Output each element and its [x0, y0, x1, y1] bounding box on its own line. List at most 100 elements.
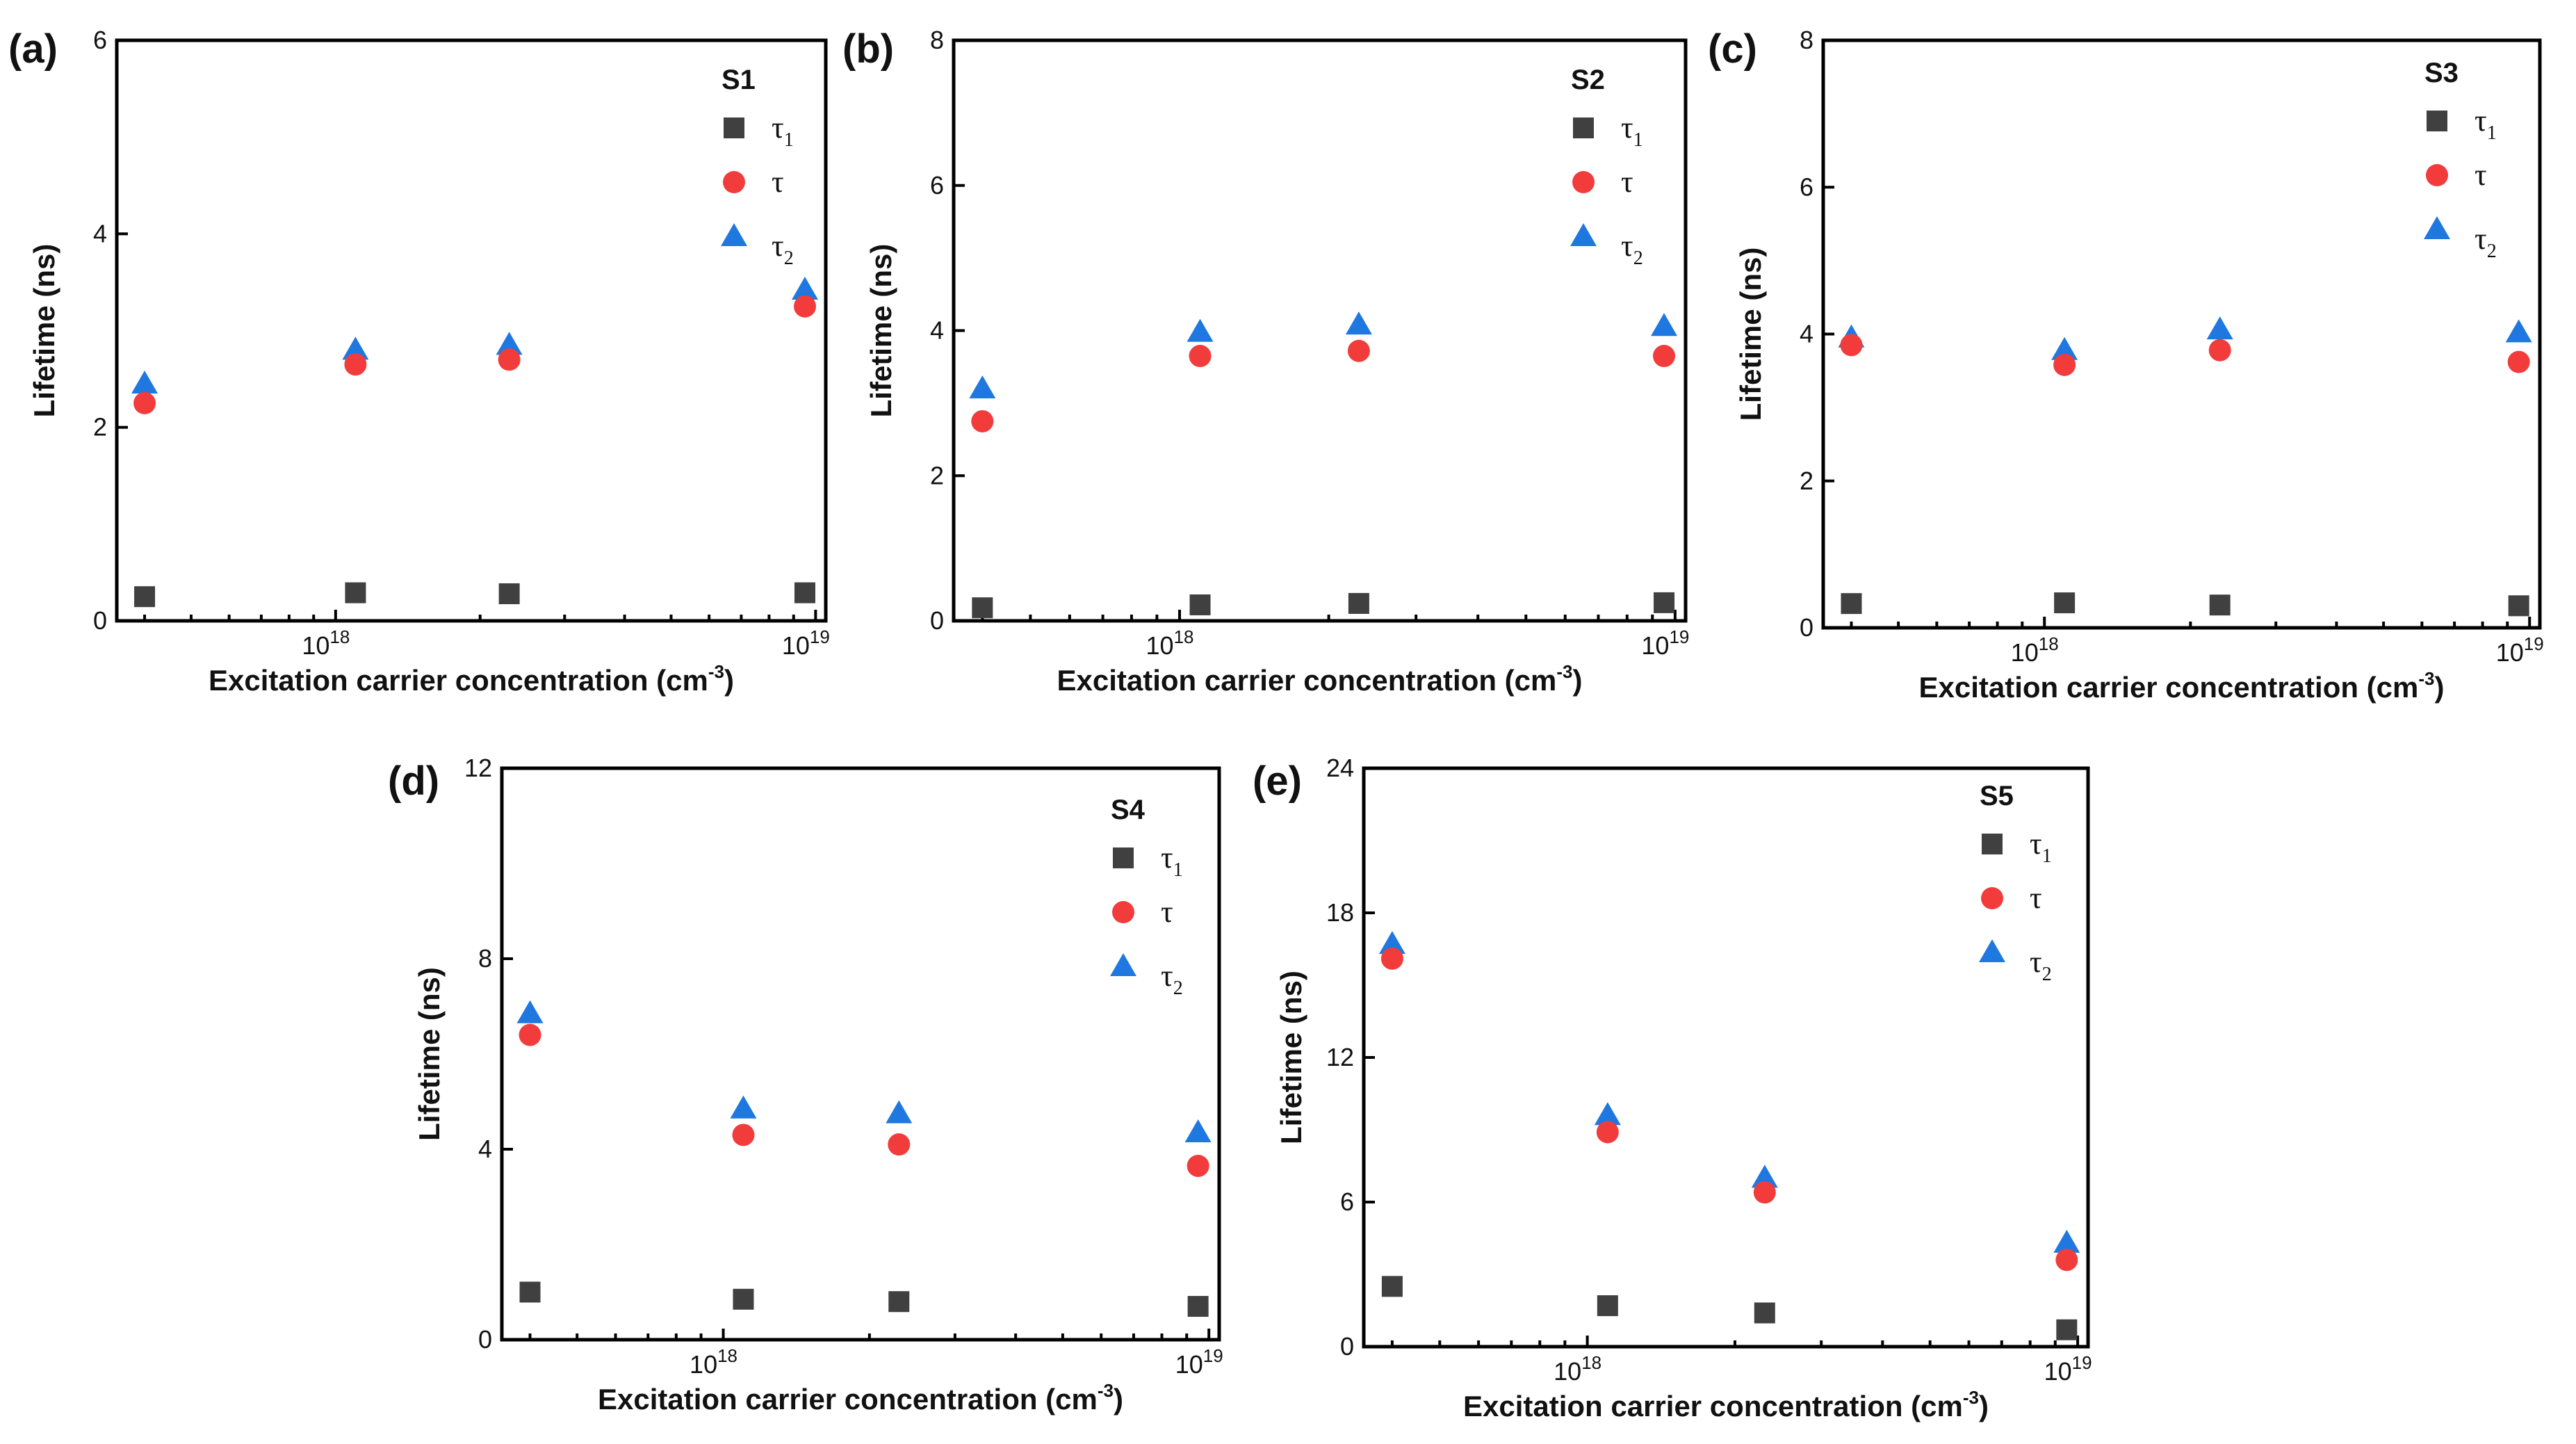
x-axis-title: Excitation carrier concentration (cm-3) — [598, 1380, 1123, 1415]
legend-symbol: τ — [2475, 222, 2487, 256]
data-point-tau — [2208, 339, 2231, 362]
data-point-tau1 — [519, 1281, 541, 1303]
data-point-tau2 — [791, 277, 818, 300]
data-point-tau2 — [496, 332, 523, 355]
panel-label: (c) — [1708, 26, 1757, 72]
data-point-tau2 — [730, 1095, 757, 1119]
legend-label-tau2: τ2 — [2030, 945, 2052, 985]
data-point-tau1 — [1189, 594, 1211, 616]
x-tick-base: 10 — [2044, 1357, 2072, 1386]
data-point-tau — [2053, 353, 2076, 376]
data-point-tau — [133, 391, 156, 414]
data-point-tau1 — [1187, 1296, 1209, 1317]
data-point-tau2 — [2051, 336, 2078, 360]
x-tick-exponent: 19 — [1203, 1345, 1223, 1366]
legend-symbol: τ — [2030, 881, 2042, 915]
legend-marker-tau — [1981, 887, 2003, 909]
y-axis-title: Lifetime (ns) — [1734, 248, 1767, 421]
legend-symbol: τ — [772, 229, 784, 263]
data-point-tau — [1653, 345, 1676, 368]
y-axis-title: Lifetime (ns) — [28, 244, 60, 418]
x-axis-title-suffix: ) — [1979, 1390, 1989, 1422]
legend-marker-tau2 — [721, 223, 747, 246]
data-point-tau1 — [1841, 593, 1862, 615]
legend-symbol: τ — [2475, 104, 2487, 138]
x-axis-title-text: Excitation carrier concentration (cm — [1463, 1390, 1963, 1422]
data-point-tau2 — [2206, 316, 2233, 340]
data-point-tau — [1753, 1181, 1776, 1204]
y-tick-label: 0 — [930, 606, 944, 635]
legend-marker-tau1 — [1113, 847, 1134, 868]
data-point-tau2 — [1187, 318, 1214, 342]
x-tick-exponent: 19 — [2524, 633, 2544, 654]
y-tick-label: 0 — [93, 606, 107, 635]
x-tick-label: 1018 — [690, 1345, 737, 1379]
x-axis-title-text: Excitation carrier concentration (cm — [1057, 664, 1556, 697]
legend-label-tau: τ — [772, 165, 784, 199]
x-axis-title-suffix: ) — [2435, 671, 2445, 704]
data-point-tau — [971, 409, 994, 432]
legend-subscript: 2 — [784, 248, 794, 269]
legend-title: S3 — [2424, 58, 2459, 88]
y-tick-label: 6 — [1340, 1187, 1354, 1216]
data-point-tau2 — [2505, 319, 2532, 343]
x-tick-label: 1019 — [1175, 1345, 1223, 1379]
x-tick-exponent: 18 — [1581, 1352, 1601, 1373]
legend-marker-tau — [1112, 901, 1134, 923]
data-point-tau — [2507, 350, 2530, 373]
data-point-tau1 — [1597, 1295, 1618, 1317]
plot-frame — [500, 766, 1221, 1342]
x-tick-base: 10 — [1175, 1350, 1203, 1379]
data-point-tau1 — [2054, 592, 2076, 614]
legend-title: S5 — [1980, 781, 2014, 811]
y-axis-title: Lifetime (ns) — [1275, 971, 1307, 1144]
y-tick-label: 0 — [478, 1325, 492, 1354]
legend-subscript: 1 — [784, 129, 794, 151]
x-tick-label: 1019 — [2496, 633, 2544, 667]
legend-marker-tau2 — [1979, 939, 2005, 962]
data-point-tau — [519, 1023, 541, 1046]
data-point-tau — [498, 348, 521, 371]
x-tick-base: 10 — [690, 1350, 717, 1379]
data-point-tau1 — [794, 582, 815, 603]
data-point-tau2 — [969, 375, 996, 398]
x-tick-label: 1018 — [302, 626, 350, 660]
panel-label: (d) — [388, 758, 439, 804]
legend-symbol: τ — [1161, 959, 1173, 993]
data-point-tau1 — [972, 597, 993, 619]
x-tick-base: 10 — [2496, 638, 2524, 667]
data-point-tau1 — [2209, 594, 2231, 616]
y-tick-label: 2 — [930, 461, 944, 489]
y-tick-label: 4 — [1800, 320, 1813, 348]
data-point-tau — [1380, 947, 1403, 970]
data-point-tau1 — [498, 583, 520, 605]
data-point-tau2 — [342, 336, 369, 360]
legend-marker-tau — [1572, 171, 1595, 193]
legend-symbol: τ — [1161, 841, 1173, 875]
y-tick-label: 8 — [478, 944, 492, 973]
legend-symbol: τ — [1621, 111, 1633, 145]
legend-subscript: 2 — [1633, 248, 1643, 269]
legend-marker-tau1 — [2427, 111, 2447, 131]
legend-subscript: 1 — [1633, 129, 1643, 151]
data-point-tau2 — [2053, 1229, 2080, 1253]
y-tick-label: 18 — [1326, 898, 1354, 927]
legend-symbol: τ — [1621, 229, 1633, 263]
x-tick-label: 1018 — [1554, 1352, 1601, 1386]
data-point-tau2 — [1184, 1119, 1212, 1143]
x-axis-title-exponent: -3 — [1098, 1380, 1114, 1401]
legend-label-tau1: τ1 — [2475, 104, 2497, 144]
legend-symbol: τ — [772, 165, 784, 199]
panel-label: (a) — [8, 26, 58, 72]
x-axis-title-suffix: ) — [1114, 1383, 1123, 1415]
legend-symbol: τ — [772, 111, 784, 145]
data-point-tau — [888, 1133, 911, 1156]
x-axis-title-text: Excitation carrier concentration (cm — [598, 1383, 1098, 1415]
data-point-tau1 — [1381, 1276, 1403, 1297]
y-tick-label: 4 — [93, 219, 107, 248]
